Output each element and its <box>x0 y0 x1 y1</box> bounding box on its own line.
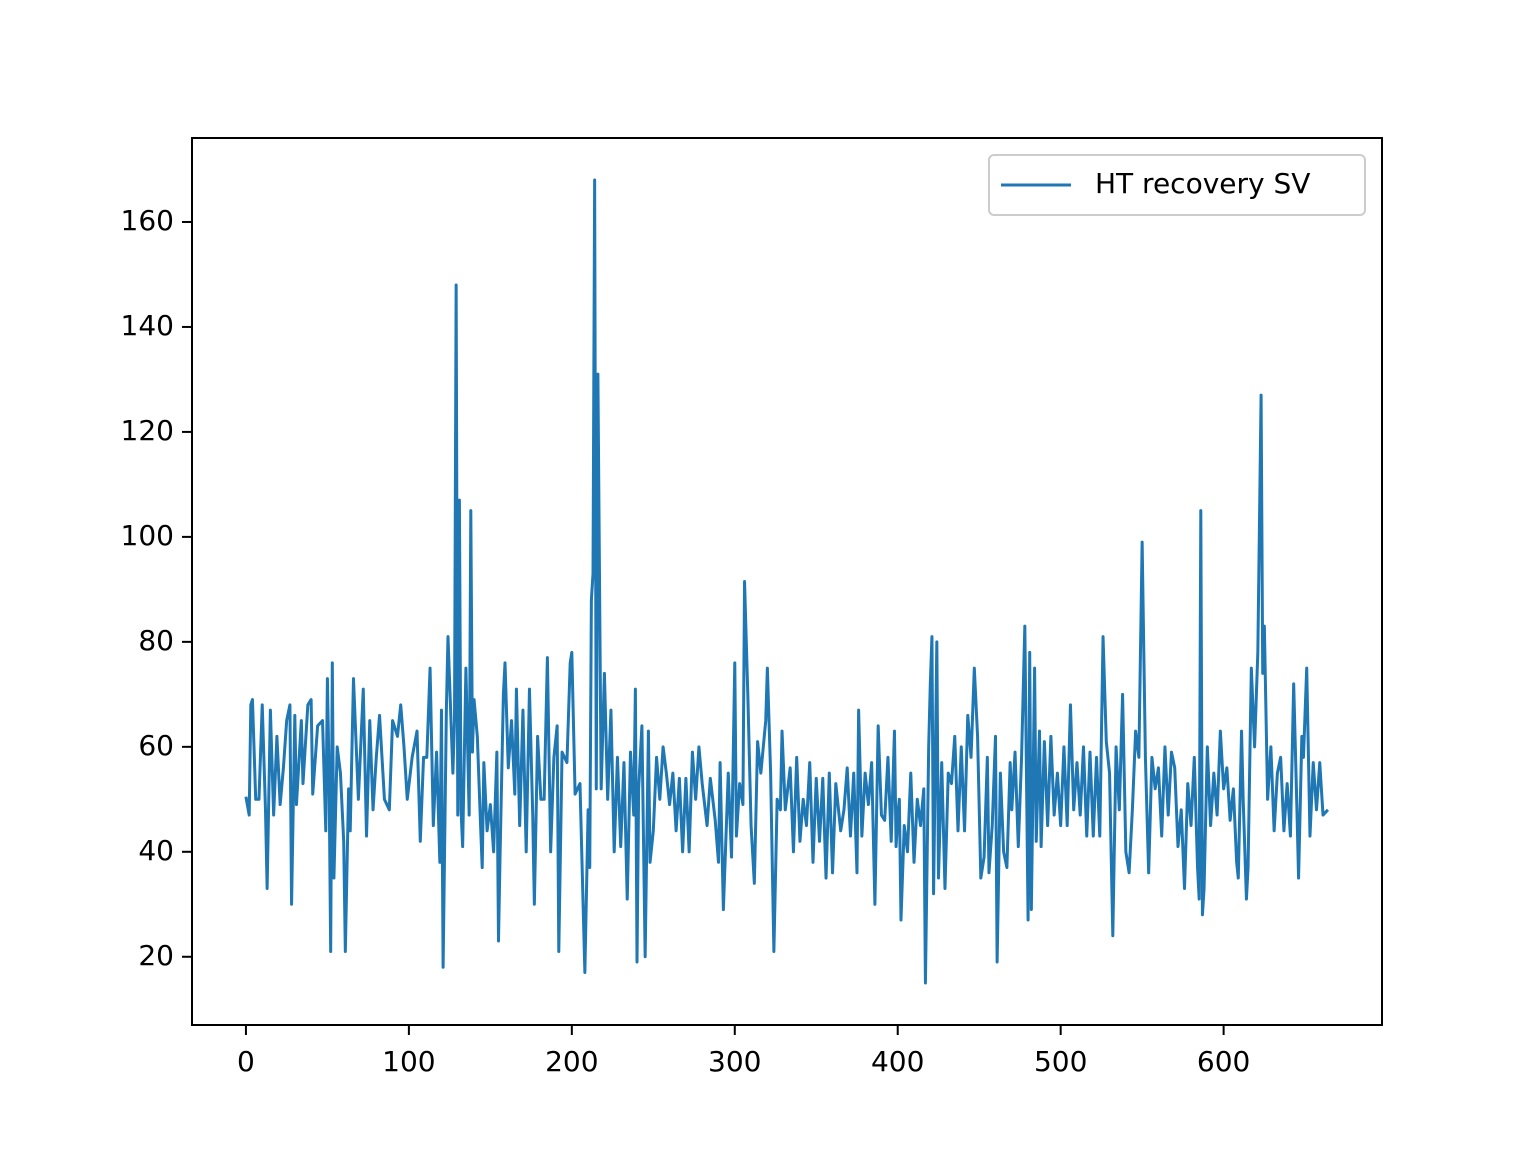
y-tick-label: 80 <box>138 624 174 657</box>
x-tick-label: 500 <box>1034 1045 1087 1078</box>
y-tick-label: 60 <box>138 729 174 762</box>
legend-label: HT recovery SV <box>1095 167 1310 200</box>
x-tick-label: 600 <box>1197 1045 1250 1078</box>
y-tick-label: 100 <box>121 519 174 552</box>
series-line <box>244 178 1329 985</box>
y-tick-label: 160 <box>121 204 174 237</box>
x-tick-label: 300 <box>708 1045 761 1078</box>
legend: HT recovery SV <box>988 154 1366 216</box>
y-tick-label: 120 <box>121 414 174 447</box>
x-tick-label: 400 <box>871 1045 924 1078</box>
y-tick-label: 20 <box>138 939 174 972</box>
x-tick-label: 0 <box>237 1045 255 1078</box>
x-tick-label: 200 <box>545 1045 598 1078</box>
legend-box <box>988 154 1366 216</box>
x-tick-label: 100 <box>382 1045 435 1078</box>
plot-frame <box>191 137 1383 1026</box>
y-tick-label: 140 <box>121 309 174 342</box>
y-tick-label: 40 <box>138 834 174 867</box>
